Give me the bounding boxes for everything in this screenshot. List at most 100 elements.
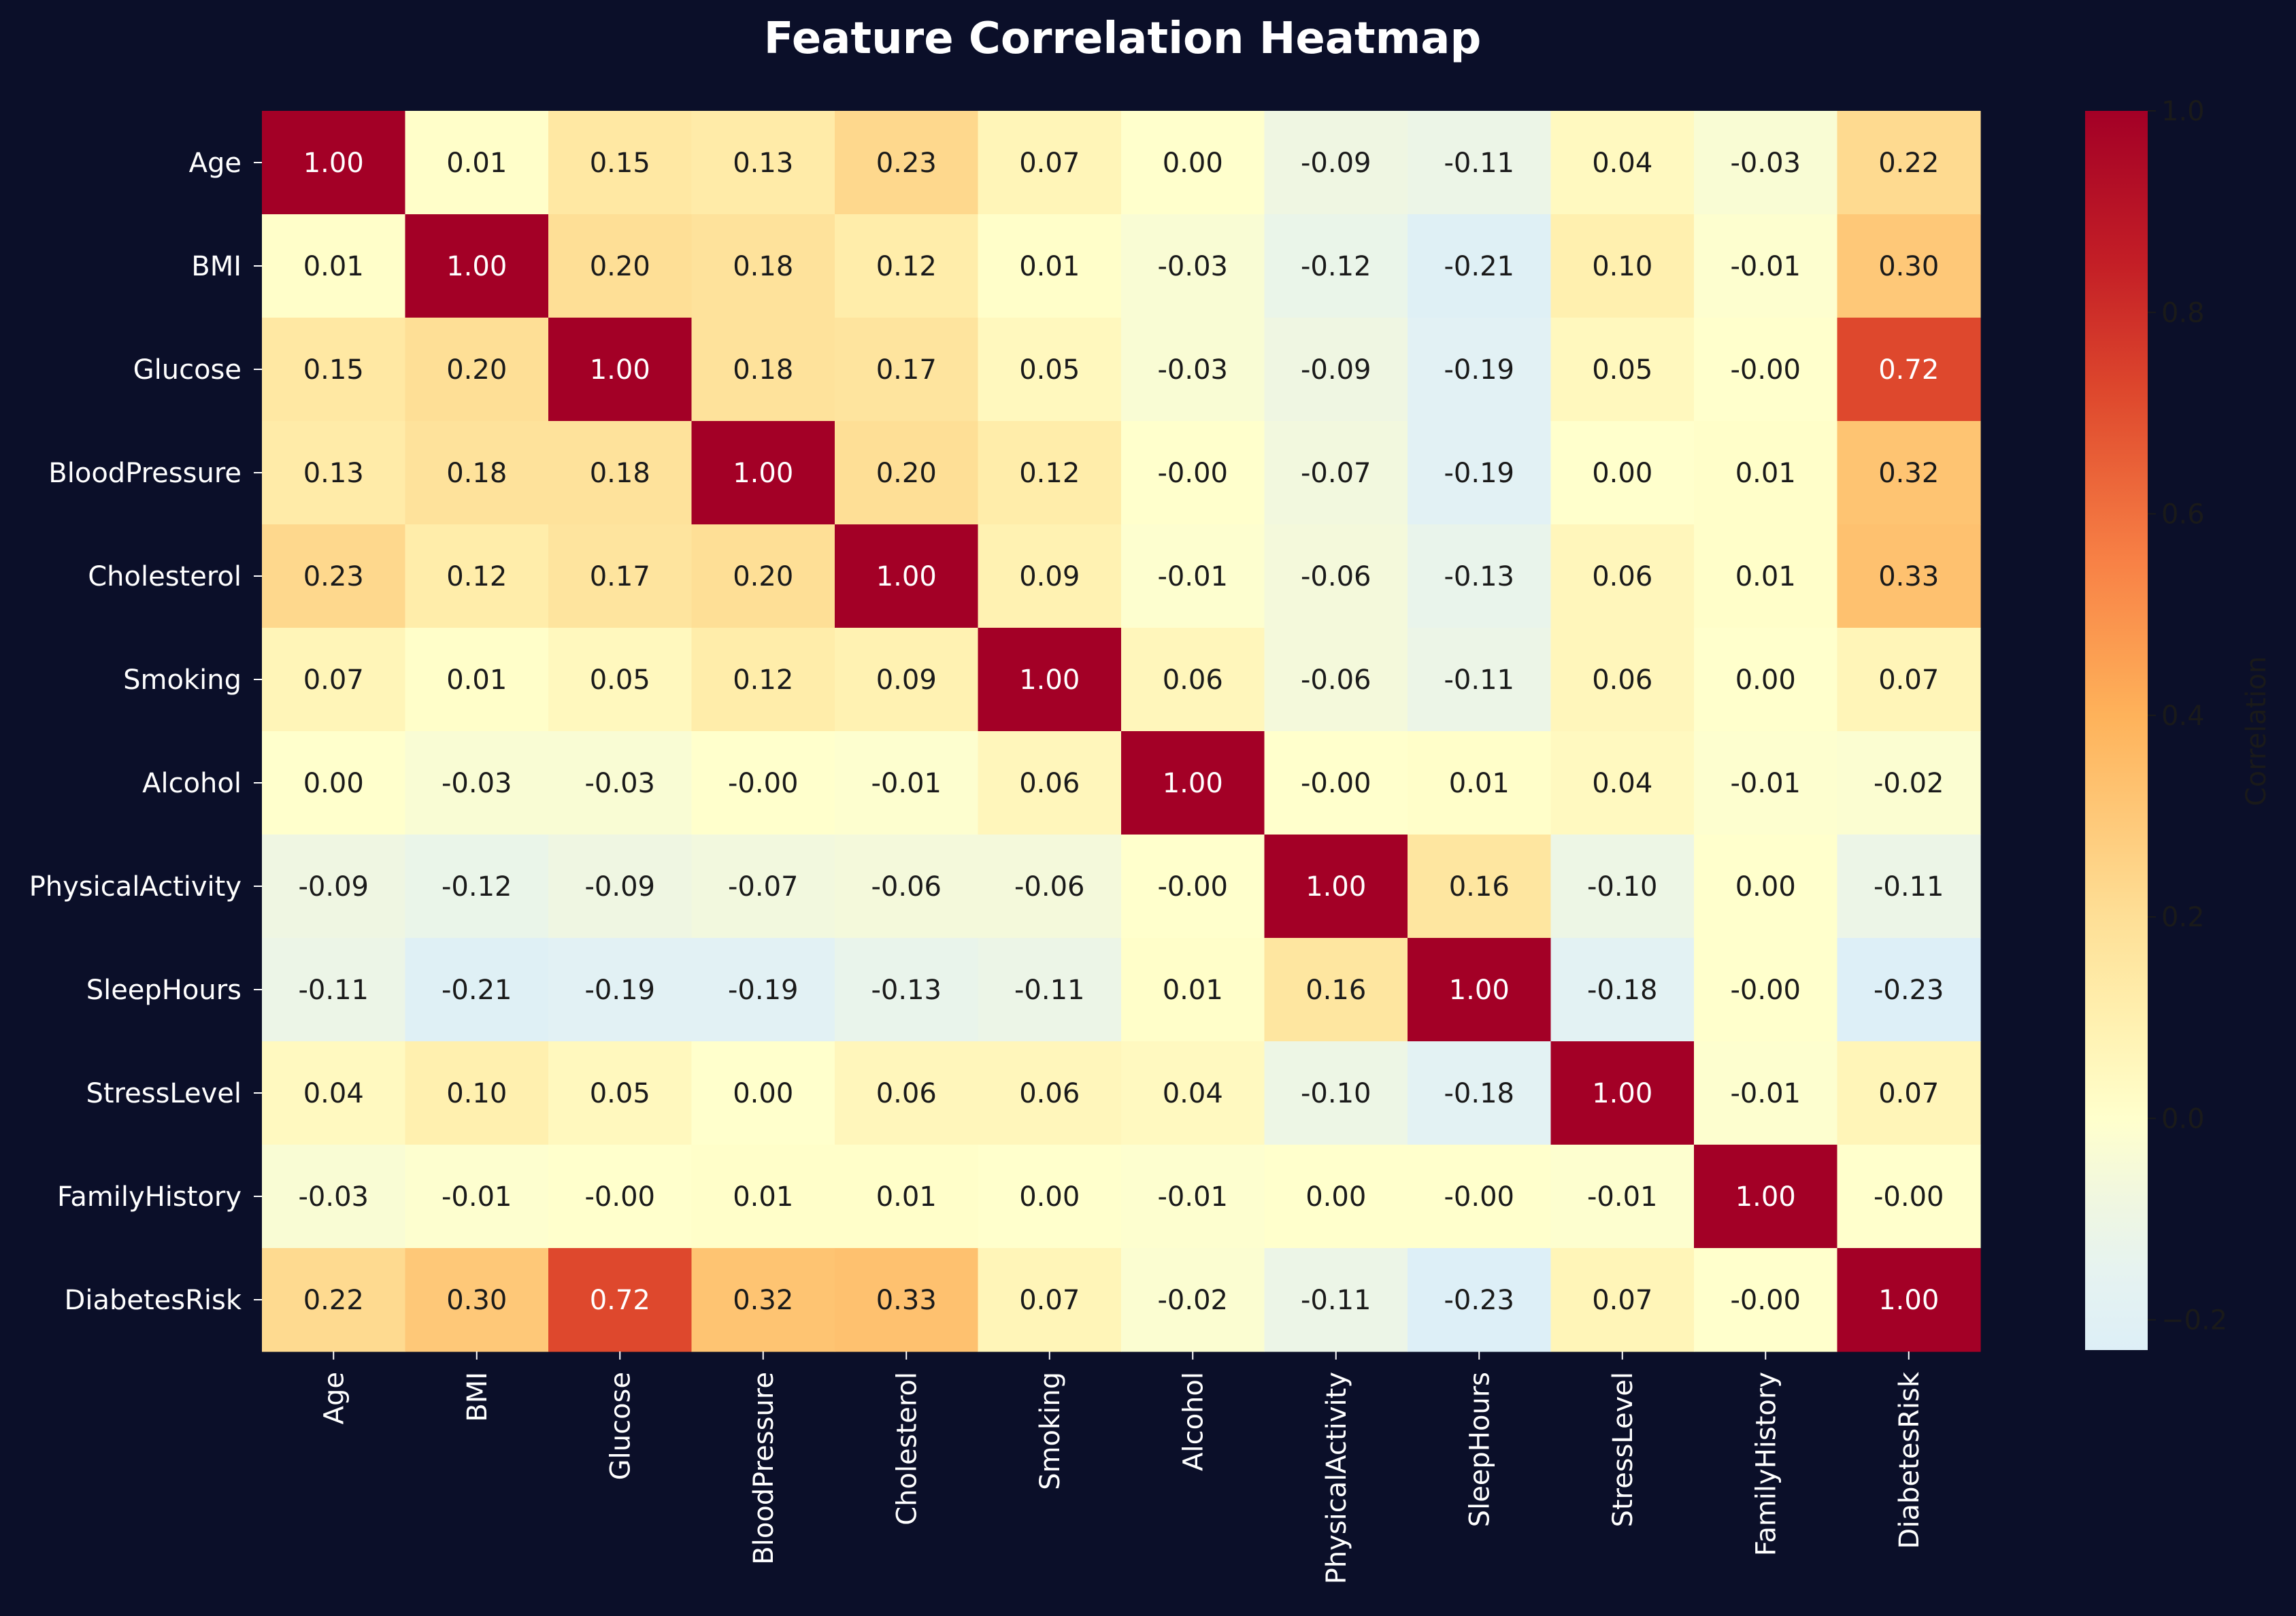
heatmap-cell (691, 938, 835, 1042)
heatmap-cell (1550, 731, 1695, 835)
cell-value-label: -0.23 (1444, 1285, 1515, 1316)
cell-value-label: 0.04 (1592, 768, 1652, 799)
heatmap-cell (548, 111, 693, 215)
cell-value-label: 0.22 (1878, 148, 1939, 179)
cell-value-label: -0.19 (1444, 354, 1515, 386)
heatmap-cell (1550, 628, 1695, 732)
cell-value-label: 0.01 (303, 251, 364, 282)
heatmap-cell (835, 421, 979, 525)
cell-value-label: -0.12 (1301, 251, 1371, 282)
heatmap-cell (1694, 421, 1838, 525)
heatmap-cell (262, 214, 406, 318)
cell-value-label: 0.07 (1878, 1078, 1939, 1109)
cell-value-label: 0.16 (1449, 871, 1510, 903)
heatmap-cell (1550, 1041, 1695, 1145)
heatmap-cell (405, 731, 549, 835)
row-label: DiabetesRisk (65, 1285, 242, 1316)
cell-value-label: 0.20 (590, 251, 650, 282)
heatmap-cell (1550, 835, 1695, 939)
heatmap-cell (835, 938, 979, 1042)
cell-value-label: 0.00 (1592, 458, 1652, 489)
cell-value-label: 1.00 (1019, 664, 1080, 696)
cell-value-label: -0.00 (1731, 354, 1801, 386)
cell-value-label: -0.07 (728, 871, 799, 903)
heatmap-cell (835, 1041, 979, 1145)
cell-value-label: 0.00 (733, 1078, 793, 1109)
cell-value-label: 0.01 (1163, 975, 1223, 1006)
heatmap-cell (1408, 1041, 1552, 1145)
cell-value-label: 1.00 (733, 458, 793, 489)
row-label: PhysicalActivity (29, 871, 242, 903)
heatmap-cell (1694, 214, 1838, 318)
heatmap-cell (405, 1145, 549, 1249)
heatmap-cell (1694, 835, 1838, 939)
colorbar-tick-label: 0.8 (2161, 297, 2205, 329)
column-label: Alcohol (1178, 1372, 1209, 1471)
heatmap-cell (1694, 1041, 1838, 1145)
heatmap-cell (691, 835, 835, 939)
cell-value-label: 0.01 (1735, 561, 1796, 592)
heatmap-cell (548, 524, 693, 628)
cell-value-label: -0.18 (1587, 975, 1658, 1006)
cell-value-label: -0.09 (299, 871, 369, 903)
heatmap-cell (1408, 318, 1552, 422)
heatmap-cell (1550, 1145, 1695, 1249)
cell-value-label: -0.01 (1158, 1181, 1229, 1213)
cell-value-label: -0.19 (585, 975, 656, 1006)
heatmap-cell (1408, 1145, 1552, 1249)
cell-value-label: 0.09 (876, 664, 937, 696)
heatmap-cell (262, 938, 406, 1042)
column-label: Glucose (605, 1372, 636, 1480)
heatmap-cell (978, 1041, 1122, 1145)
cell-value-label: 0.00 (1305, 1181, 1366, 1213)
cell-value-label: 0.30 (1878, 251, 1939, 282)
heatmap-cell (1121, 524, 1265, 628)
cell-value-label: -0.19 (728, 975, 799, 1006)
cell-value-label: -0.02 (1158, 1285, 1229, 1316)
cell-value-label: -0.09 (585, 871, 656, 903)
heatmap-cell (1837, 835, 1981, 939)
cell-value-label: 0.33 (1878, 561, 1939, 592)
heatmap-cell (1694, 1248, 1838, 1352)
cell-value-label: 0.01 (733, 1181, 793, 1213)
row-label: Smoking (123, 664, 242, 696)
heatmap-cell (1121, 214, 1265, 318)
heatmap-cell (262, 111, 406, 215)
heatmap-cell (691, 1145, 835, 1249)
cell-value-label: 0.17 (876, 354, 937, 386)
cell-value-label: -0.07 (1301, 458, 1371, 489)
cell-value-label: -0.09 (1301, 148, 1371, 179)
heatmap-cell (405, 1248, 549, 1352)
cell-value-label: 0.00 (303, 768, 364, 799)
cell-value-label: 1.00 (446, 251, 507, 282)
heatmap-cell (262, 1248, 406, 1352)
heatmap-cell (1550, 524, 1695, 628)
column-label: DiabetesRisk (1894, 1371, 1925, 1549)
heatmap-cell (835, 628, 979, 732)
cell-value-label: 1.00 (1878, 1285, 1939, 1316)
heatmap-cell (262, 524, 406, 628)
cell-value-label: 0.00 (1735, 871, 1796, 903)
cell-value-label: 0.04 (1592, 148, 1652, 179)
cell-value-label: 1.00 (1163, 768, 1223, 799)
row-label: SleepHours (86, 975, 242, 1006)
cell-value-label: 0.32 (1878, 458, 1939, 489)
heatmap-cell (978, 1145, 1122, 1249)
row-label: Glucose (133, 354, 242, 386)
row-label: Age (189, 148, 242, 179)
cell-value-label: 1.00 (303, 148, 364, 179)
heatmap-cell (691, 524, 835, 628)
heatmap-cell (1408, 524, 1552, 628)
heatmap-cell (691, 628, 835, 732)
colorbar: −0.2 0.0 0.2 0.4 0.6 0.8 1.0 Correlation (2085, 96, 2272, 1350)
heatmap-cell (405, 111, 549, 215)
cell-value-label: 0.10 (446, 1078, 507, 1109)
cell-value-label: 0.04 (303, 1078, 364, 1109)
heatmap-cell (1837, 1248, 1981, 1352)
heatmap-cell (1837, 628, 1981, 732)
heatmap-cell (1264, 628, 1408, 732)
cell-value-label: -0.03 (299, 1181, 369, 1213)
cell-value-label: 0.06 (1592, 664, 1652, 696)
heatmap-cell (1408, 628, 1552, 732)
heatmap-cell (978, 938, 1122, 1042)
